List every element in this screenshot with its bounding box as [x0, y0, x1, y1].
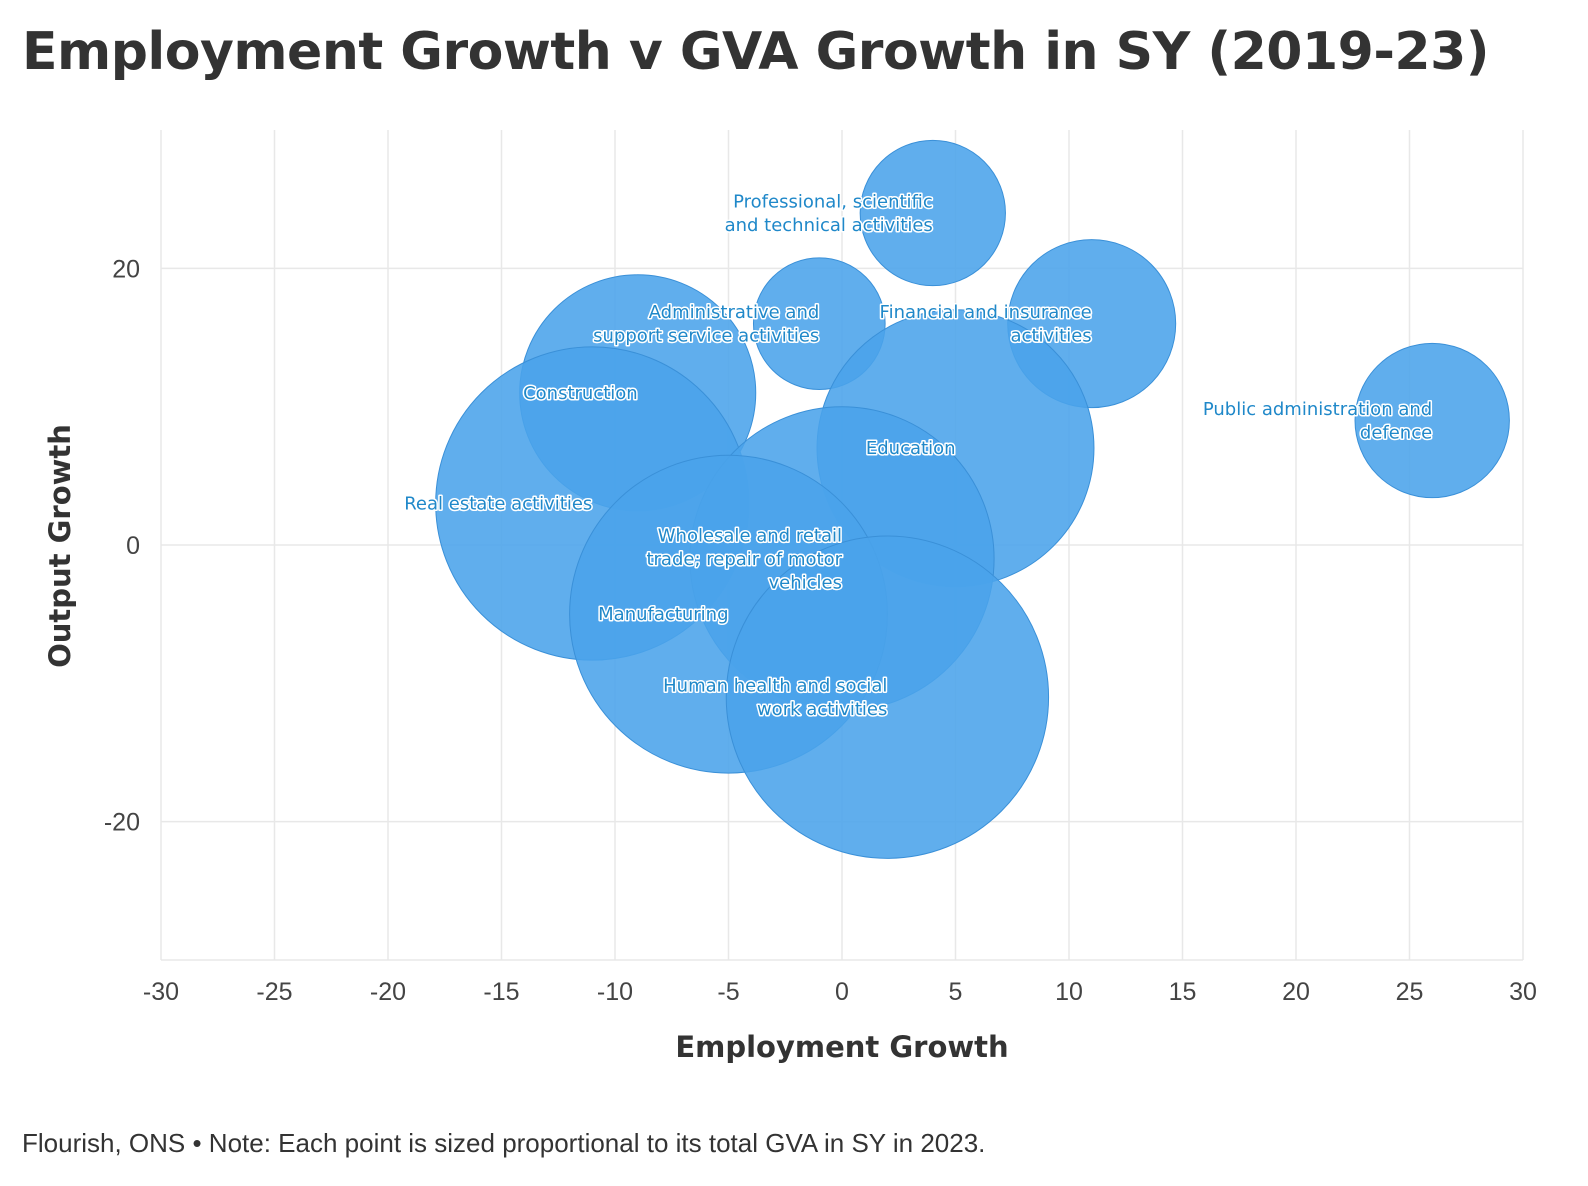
- x-tick-label: -10: [597, 978, 633, 1006]
- bubble-labels: Professional, scientific and technical ac…: [403, 190, 1434, 722]
- x-tick-label: 5: [949, 978, 963, 1006]
- x-tick-label: 20: [1282, 978, 1310, 1006]
- bubble-label: Real estate activities: [404, 494, 592, 515]
- bubble-label-line: trade; repair of motor: [646, 549, 842, 570]
- bubble-label-line: Real estate activities: [404, 494, 592, 515]
- bubble-series: [435, 139, 1510, 859]
- bubble-label-line: work activities: [757, 699, 887, 720]
- bubble-label: Manufacturing: [598, 604, 728, 625]
- bubble-label-line: Public administration and: [1203, 399, 1432, 420]
- bubble-label-line: and technical activities: [725, 215, 933, 236]
- y-tick-label: -20: [104, 809, 140, 837]
- y-tick-label: 0: [126, 532, 140, 560]
- bubble-label-line: Manufacturing: [598, 604, 728, 625]
- x-tick-label: -25: [256, 978, 292, 1006]
- bubble-label-line: defence: [1360, 422, 1432, 443]
- x-tick-label: 30: [1509, 978, 1537, 1006]
- footer-note: Flourish, ONS • Note: Each point is size…: [22, 1128, 986, 1158]
- x-tick-label: -15: [483, 978, 519, 1006]
- bubble-label-line: Professional, scientific: [733, 191, 933, 212]
- bubble-label-line: activities: [1011, 325, 1092, 346]
- chart-plot: -30 -25 -20 -15 -10 -5 0 5 10 15 20 25 30 -20 0 20 Empl…: [43, 130, 1537, 1064]
- bubble-label-line: Wholesale and retail: [658, 525, 842, 546]
- bubble-point[interactable]: [725, 535, 1050, 859]
- bubble-label: Financial and insurance activities: [880, 302, 1092, 347]
- bubble-point[interactable]: [859, 139, 1006, 287]
- bubble-label: Professional, scientific and technical ac…: [725, 191, 933, 236]
- bubble-label-line: Administrative and: [649, 302, 820, 323]
- bubble-label: Public administration and defence: [1203, 399, 1432, 444]
- bubble-label-line: Financial and insurance: [880, 302, 1092, 323]
- axis-ticks: -30 -25 -20 -15 -10 -5 0 5 10 15 20 25 30 -20 0 20: [104, 255, 1537, 1006]
- y-tick-label: 20: [112, 255, 140, 283]
- bubble-label: Construction: [523, 383, 638, 404]
- bubble-label: Wholesale and retail trade; repair of mot…: [646, 525, 842, 593]
- bubble-label-line: Construction: [523, 383, 638, 404]
- x-tick-label: 25: [1396, 978, 1424, 1006]
- x-tick-label: -30: [143, 978, 179, 1006]
- x-tick-label: -20: [370, 978, 406, 1006]
- bubble-label: Education: [866, 438, 956, 459]
- bubble-point[interactable]: [1354, 342, 1510, 499]
- chart-title: Employment Growth v GVA Growth in SY (20…: [22, 22, 1490, 82]
- bubble-label: Administrative and support service activi…: [593, 302, 819, 347]
- x-tick-label: 15: [1169, 978, 1197, 1006]
- x-tick-label: 10: [1055, 978, 1083, 1006]
- bubble-label-line: vehicles: [769, 572, 843, 593]
- y-axis-title: Output Growth: [43, 424, 77, 668]
- x-tick-label: -5: [717, 978, 739, 1006]
- x-tick-label: 0: [835, 978, 849, 1006]
- bubble-label-line: Education: [866, 438, 956, 459]
- bubble-label-line: Human health and social: [663, 675, 887, 696]
- bubble-label: Human health and social work activities: [663, 675, 887, 720]
- bubble-label-line: support service activities: [593, 325, 819, 346]
- x-axis-title: Employment Growth: [675, 1030, 1008, 1064]
